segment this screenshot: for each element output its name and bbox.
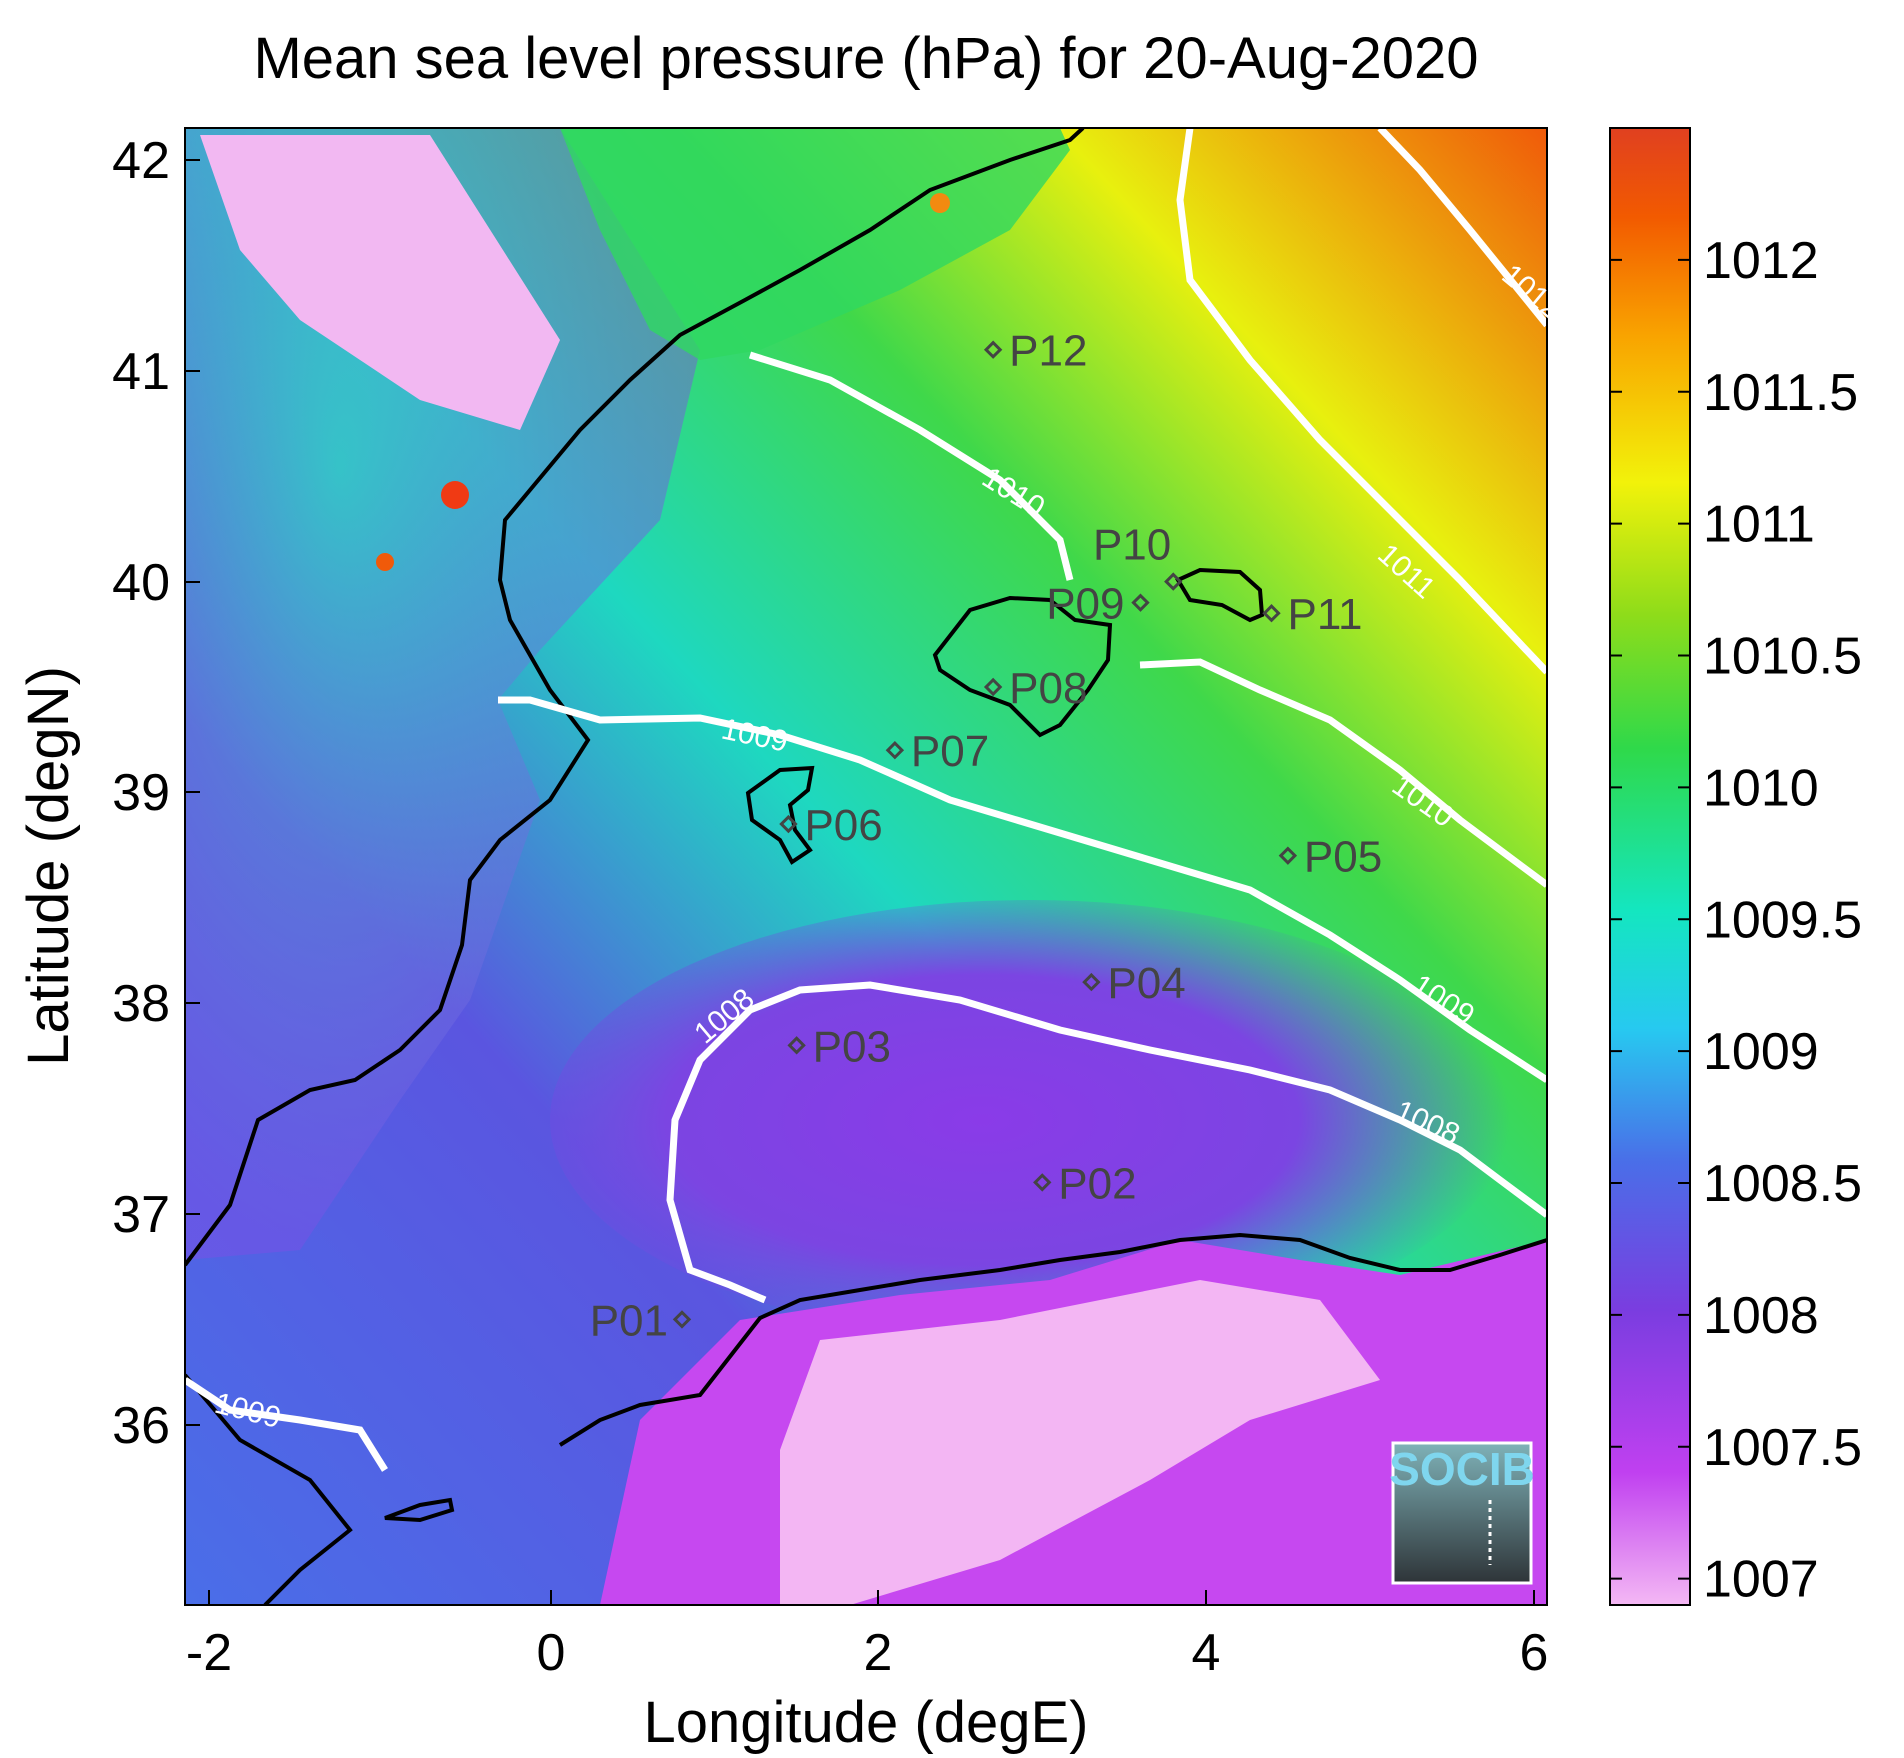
peak-hotspot xyxy=(930,193,950,213)
x-tick-label: -2 xyxy=(186,1624,232,1682)
isobar-1010-north xyxy=(748,351,1074,581)
isobar-1009-southwest xyxy=(185,1377,388,1472)
colorbar-tick-label: 1008.5 xyxy=(1703,1155,1862,1213)
iberia-land-field xyxy=(185,128,700,1260)
colorbar: 1012 1011.5 1011 1010.5 1010 1009.5 1009 1008.5… xyxy=(1609,127,1862,1609)
colorbar-tick-label: 1012 xyxy=(1703,232,1819,290)
x-axis-label: Longitude (degE) xyxy=(644,1690,1089,1755)
station-marker xyxy=(1164,572,1183,591)
atlas-highland-patch xyxy=(780,1280,1380,1605)
iberia-coastline xyxy=(185,128,1085,1267)
colorbar-tick-label: 1010.5 xyxy=(1703,628,1862,686)
x-tick-label: 4 xyxy=(1192,1624,1221,1682)
y-axis-label: Latitude (degN) xyxy=(16,666,81,1066)
station-label: P12 xyxy=(1009,327,1087,376)
colorbar-tick-label: 1009 xyxy=(1703,1023,1819,1081)
y-tick-label: 36 xyxy=(112,1397,170,1455)
peak-hotspot xyxy=(441,481,469,509)
moroccan-coastline xyxy=(185,1373,353,1605)
algerian-coastline xyxy=(558,1232,1547,1447)
x-tick-label: 0 xyxy=(537,1624,566,1682)
station-marker xyxy=(779,814,798,834)
menorca-coastline xyxy=(1175,567,1265,623)
isobar-1012 xyxy=(1377,128,1547,328)
socib-logo: SOCIB xyxy=(1389,1441,1535,1585)
colorbar-ticks: 1012 1011.5 1011 1010.5 1010 1009.5 1009 1008.5… xyxy=(1610,232,1862,1609)
colorbar-tick-label: 1009.5 xyxy=(1703,891,1862,949)
colorbar-tick-label: 1010 xyxy=(1703,759,1819,817)
y-tick-label: 41 xyxy=(112,343,170,401)
station-marker xyxy=(672,1310,692,1329)
colorbar-tick-label: 1007 xyxy=(1703,1551,1819,1609)
station-label: P11 xyxy=(1288,590,1363,639)
y-axis: 42 41 40 39 38 37 36 Latitude (degN) xyxy=(16,132,200,1455)
y-tick-label: 42 xyxy=(112,132,170,190)
logo-text: SOCIB xyxy=(1389,1443,1535,1495)
isobar-1008 xyxy=(666,981,1547,1304)
alboran-coastline xyxy=(384,1497,455,1523)
station-label: P01 xyxy=(590,1296,668,1345)
station-marker xyxy=(1262,604,1281,623)
station-label: P10 xyxy=(1093,521,1171,570)
isobar-1009 xyxy=(498,696,1547,1083)
mallorca-coastline xyxy=(932,595,1113,738)
isobar-1010-south xyxy=(1139,658,1547,888)
station-label: P08 xyxy=(1009,664,1087,713)
station-marker xyxy=(1131,593,1150,612)
ibiza-coastline xyxy=(745,765,815,865)
station-label: P07 xyxy=(911,727,989,776)
x-tick-label: 6 xyxy=(1520,1624,1549,1682)
station-label: P05 xyxy=(1304,833,1382,882)
y-tick-label: 37 xyxy=(112,1186,170,1244)
colorbar-tick-label: 1007.5 xyxy=(1703,1419,1862,1477)
station-marker xyxy=(1082,972,1101,992)
isobars xyxy=(185,128,1547,1472)
highland-patch xyxy=(200,135,560,430)
y-tick-label: 40 xyxy=(112,554,170,612)
station-marker xyxy=(1033,1173,1052,1192)
chart-title: Mean sea level pressure (hPa) for 20-Aug… xyxy=(253,26,1478,91)
map-plot-area xyxy=(185,128,1547,1605)
station-marker xyxy=(787,1036,806,1055)
colorbar-gradient xyxy=(1609,127,1691,1606)
colorbar-tick-label: 1008 xyxy=(1703,1287,1819,1345)
station-label: P04 xyxy=(1107,959,1185,1008)
isobar-1011 xyxy=(1176,128,1547,675)
station-label: P09 xyxy=(1046,580,1124,629)
plot-frame xyxy=(184,127,1548,1606)
y-tick-label: 38 xyxy=(112,975,170,1033)
stations: P01 P02 P03 P04 P05 P06 P07 P08 P09 P10 P11 P12 xyxy=(590,327,1382,1346)
station-marker xyxy=(983,677,1003,697)
y-tick-label: 39 xyxy=(112,764,170,822)
station-label: P02 xyxy=(1058,1159,1136,1208)
x-axis: -2 0 2 4 6 Longitude (degE) xyxy=(186,1590,1549,1755)
colorbar-tick-label: 1011 xyxy=(1703,496,1815,554)
station-marker xyxy=(983,340,1003,359)
colorbar-tick-label: 1011.5 xyxy=(1703,364,1858,422)
station-label: P06 xyxy=(804,801,882,850)
logo-box xyxy=(1391,1441,1533,1585)
station-marker xyxy=(1278,846,1298,865)
station-label: P03 xyxy=(813,1022,891,1071)
station-marker xyxy=(885,741,905,760)
coastlines xyxy=(185,128,1547,1605)
peak-hotspot xyxy=(376,553,394,571)
x-tick-label: 2 xyxy=(864,1624,893,1682)
low-pressure-area xyxy=(550,900,1510,1340)
